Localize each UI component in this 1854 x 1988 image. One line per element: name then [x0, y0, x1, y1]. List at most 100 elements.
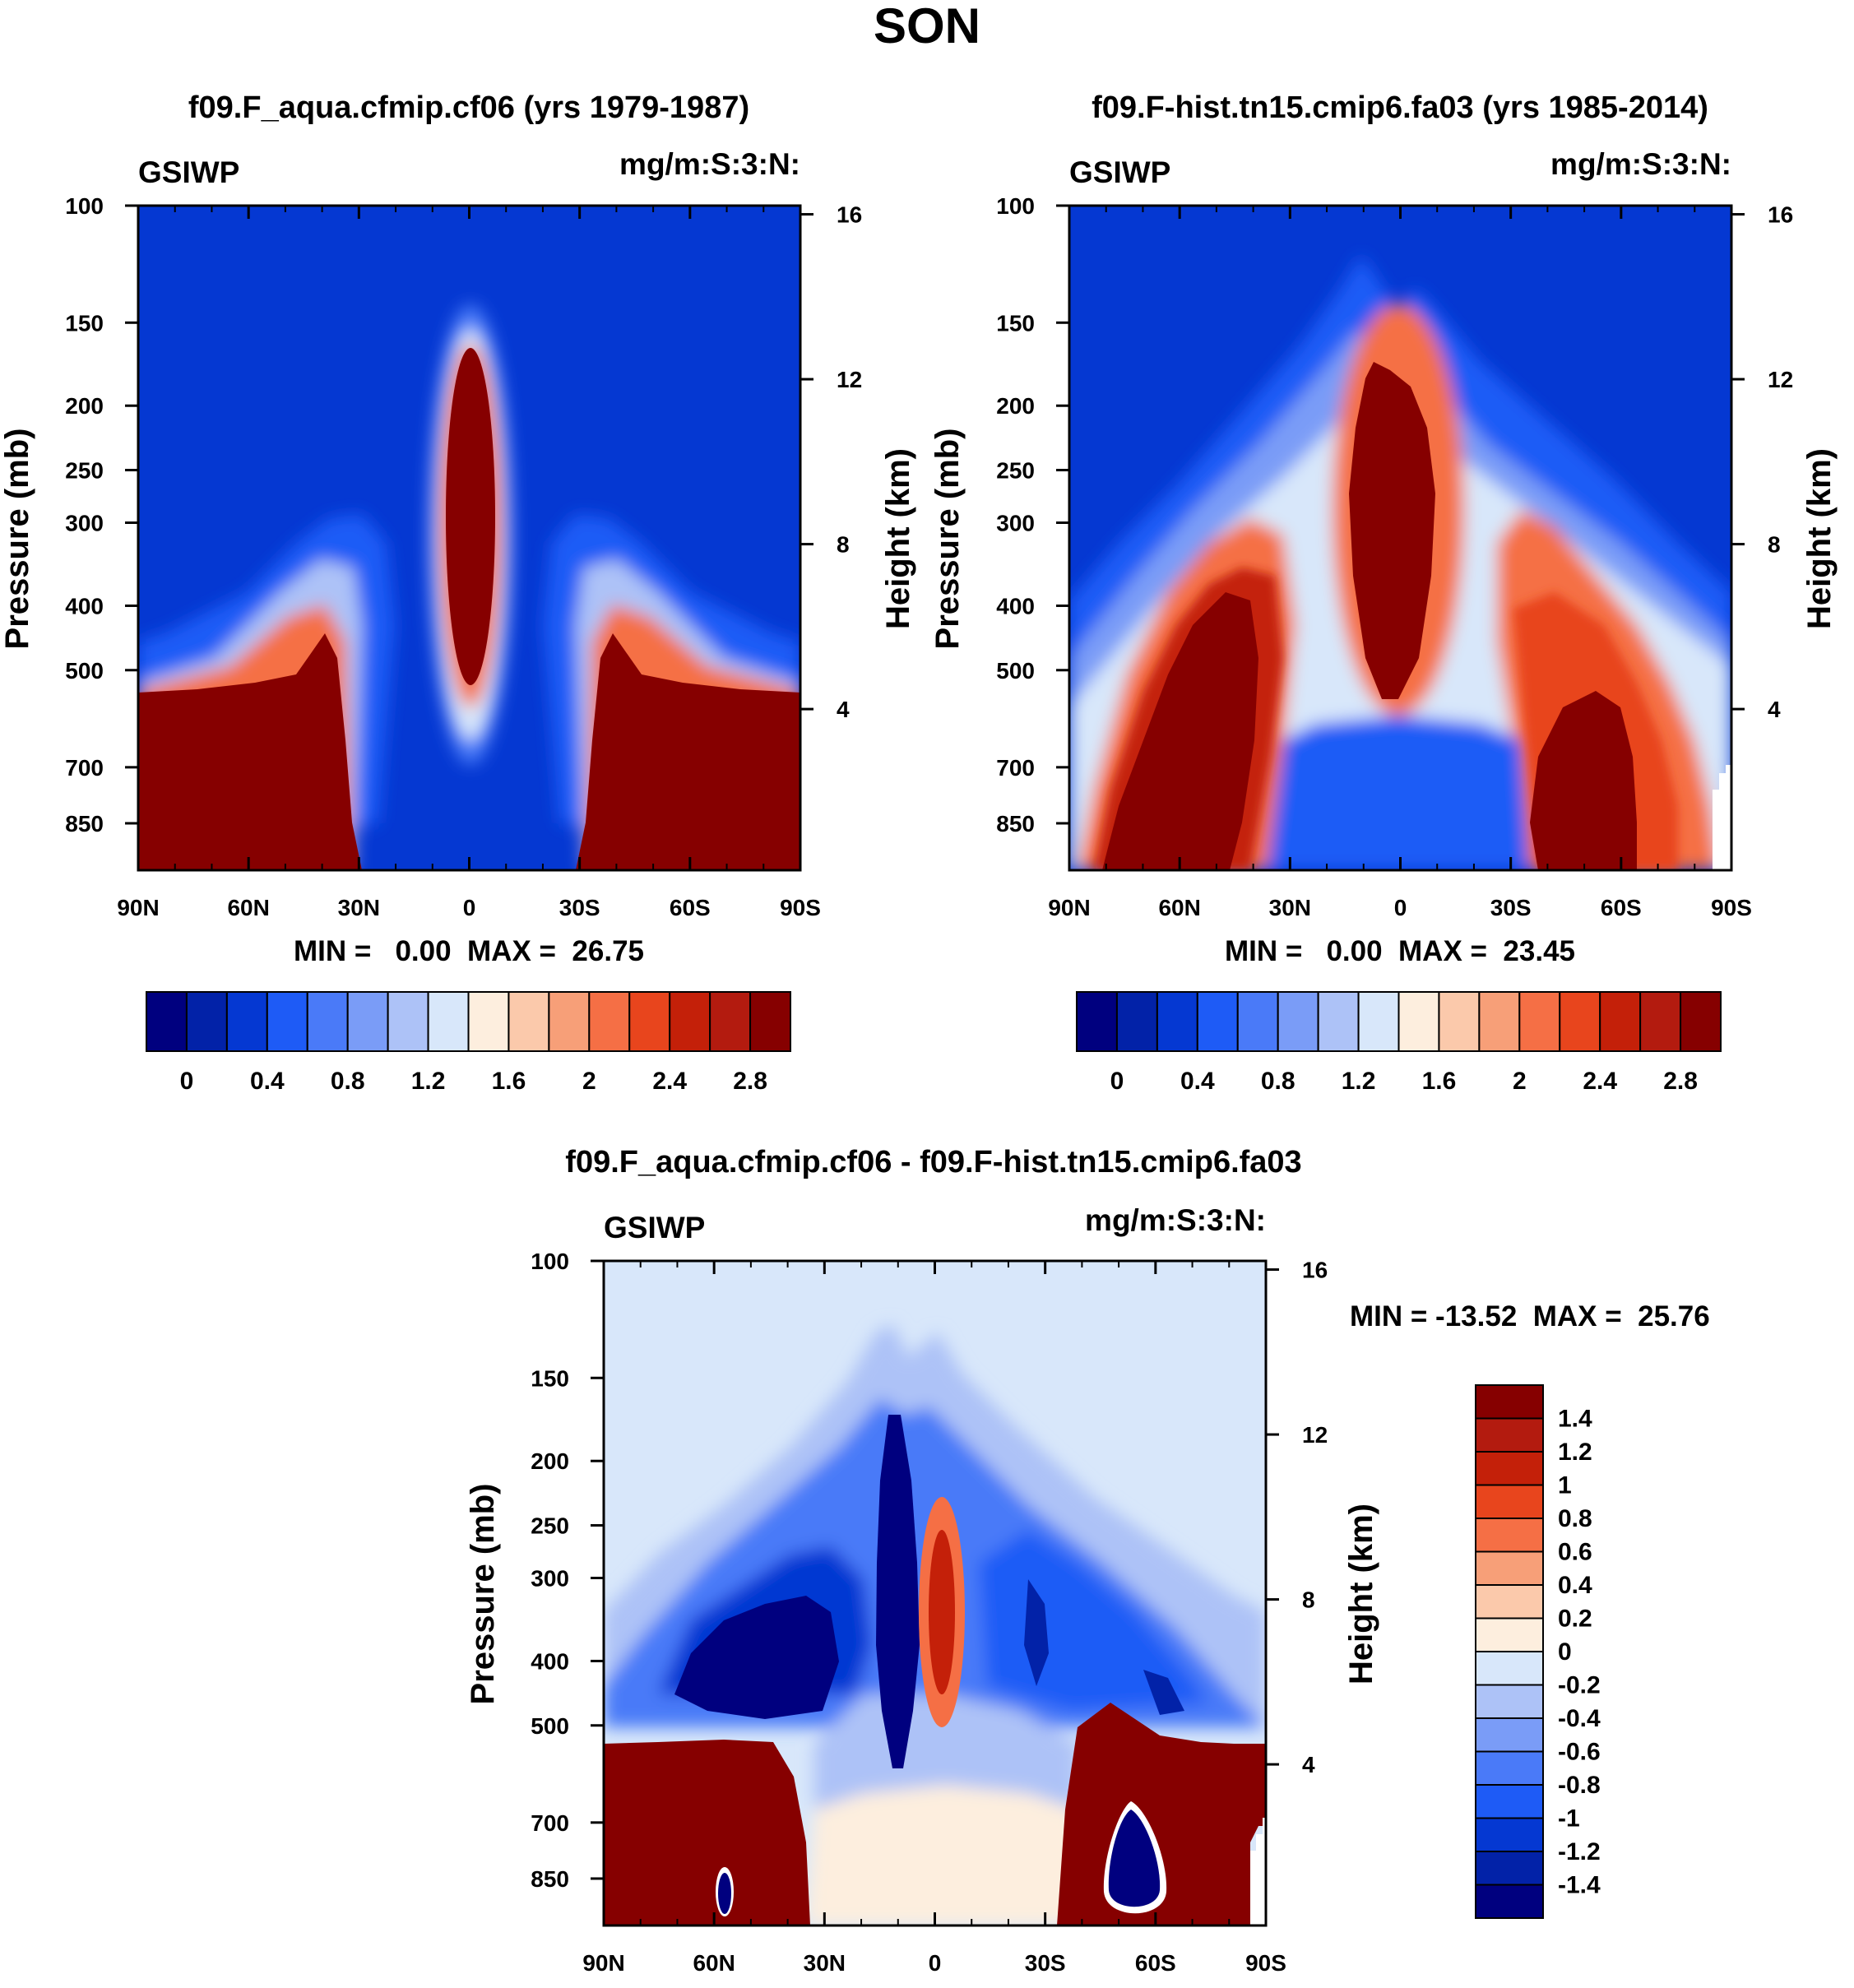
panel-a-colorbar-label: 1.6 — [492, 1068, 526, 1095]
panel-b-ytick-label: 400 — [996, 593, 1035, 619]
panel-c-colorbar-box — [1475, 1717, 1544, 1753]
panel-c-ytick-right-label: 8 — [1302, 1587, 1315, 1613]
panel-b-colorbar-label: 1.6 — [1422, 1068, 1457, 1095]
panel-a-colorbar-label: 1.2 — [411, 1068, 446, 1095]
panel-a-colorbar-box — [467, 991, 510, 1052]
panel-a-ytick-right-label: 16 — [837, 202, 862, 228]
panel-a-core-right — [576, 633, 800, 870]
panel-c-colorbar-label: 1.2 — [1558, 1439, 1592, 1466]
panel-a-colorbar-box — [669, 991, 711, 1052]
panel-b-colorbar-box — [1357, 991, 1400, 1052]
panel-a-column-core — [446, 348, 495, 685]
panel-c-lower-warm — [806, 1785, 1086, 1925]
panel-c-colorbar-box — [1475, 1851, 1544, 1886]
panel-a-left-label: GSIWP — [138, 155, 239, 189]
panel-b-ytick-label: 300 — [996, 511, 1035, 536]
panel-c-ytick-label: 850 — [531, 1866, 569, 1892]
panel-c-ytick-label: 500 — [531, 1713, 569, 1739]
panel-c-colorbar: 1.4 1.2 1 0.8 0.6 0.4 0.2 0 -0.2 -0.4 -0.6 -0.8 -1 -1… — [1475, 1384, 1601, 1919]
panel-b-ytick-right-label: 4 — [1768, 697, 1781, 722]
panel-c-deep-far-right — [1143, 1670, 1184, 1715]
panel-c-left-label: GSIWP — [604, 1211, 705, 1244]
panel-b-colorbar-label: 0 — [1110, 1068, 1124, 1095]
panel-b-xtick-label: 30N — [1269, 895, 1311, 920]
panel-b-left-label: GSIWP — [1069, 155, 1170, 189]
panel-b-ytick-right-label: 8 — [1768, 532, 1781, 558]
panel-c-lower-light — [814, 1694, 1078, 1810]
panel-c-colorbar-label: -0.6 — [1558, 1739, 1601, 1766]
panel-c-ylabel: Pressure (mb) — [465, 1484, 501, 1705]
panel-c-colorbar-box — [1475, 1617, 1544, 1652]
panel-c-colorbar-box — [1475, 1384, 1544, 1420]
panel-c-core-left — [604, 1740, 810, 1925]
panel-a-ylabel: Pressure (mb) — [0, 429, 35, 650]
panel-b-colorbar-box — [1438, 991, 1481, 1052]
panel-c-ytick-label: 300 — [531, 1566, 569, 1592]
panel-b-colorbar-box — [1115, 991, 1158, 1052]
panel-a-xtick-label: 60S — [670, 895, 711, 920]
panel-c-ytick-label: 100 — [531, 1249, 569, 1274]
panel-a-colorbar-box — [225, 991, 268, 1052]
panel-b-ytick-label: 850 — [996, 811, 1035, 836]
panel-b-ylabel-right: Height (km) — [1801, 448, 1838, 629]
panel-a-colorbar-box — [427, 991, 470, 1052]
panel-b-plot-area — [1069, 206, 1731, 870]
panel-b-colorbar-box — [1680, 991, 1722, 1052]
panel-a-axes: 90N 60N 30N 0 30S 60S 90S 100 150 200 250 300 400 500… — [65, 193, 862, 920]
panel-a-ytick-label: 850 — [65, 811, 104, 836]
panel-b-ytick-label: 500 — [996, 658, 1035, 684]
panel-a-colorbar-label: 2.8 — [733, 1068, 767, 1095]
panel-a-ylabel-right: Height (km) — [880, 448, 916, 629]
panel-c: f09.F_aqua.cfmip.cf06 - f09.F-hist.tn15.… — [465, 1145, 1710, 1976]
panel-b-colorbar-label: 0.4 — [1180, 1068, 1215, 1095]
panel-b-xtick-label: 60S — [1601, 895, 1642, 920]
panel-a-colorbar-box — [146, 991, 188, 1052]
panel-b-xtick-label: 90N — [1048, 895, 1090, 920]
panel-a-plot-area — [138, 206, 800, 870]
panel-b-ytick-right-label: 16 — [1768, 202, 1793, 228]
panel-c-deep-left — [674, 1596, 839, 1719]
panel-b-colorbar: 0 0.4 0.8 1.2 1.6 2 2.4 2.8 — [1076, 991, 1722, 1095]
panel-b-xtick-label: 30S — [1490, 895, 1532, 920]
panel-b-ytick-label: 250 — [996, 458, 1035, 484]
panel-c-xtick-label: 30N — [804, 1950, 846, 1976]
panel-c-colorbar-label: -0.2 — [1558, 1672, 1601, 1699]
panel-c-colorbar-label: -0.8 — [1558, 1772, 1601, 1799]
panel-b-colorbar-label: 0.8 — [1261, 1068, 1295, 1095]
panel-b-colorbar-label: 2 — [1513, 1068, 1527, 1095]
panel-b-colorbar-box — [1559, 991, 1601, 1052]
figure-title: SON — [874, 0, 980, 53]
panel-b-right-label: mg/m:S:3:N: — [1550, 147, 1731, 181]
panel-a-colorbar-box — [628, 991, 671, 1052]
panel-c-cold-blob-right-core — [1108, 1810, 1161, 1907]
panel-c-colorbar-box — [1475, 1651, 1544, 1686]
panel-c-colorbar-label: 0.4 — [1558, 1572, 1592, 1599]
panel-a-ytick-right-label: 8 — [837, 532, 850, 558]
panel-b-ylabel: Pressure (mb) — [929, 429, 966, 650]
panel-c-ytick-right-label: 4 — [1302, 1752, 1315, 1777]
panel-b-ytick-label: 150 — [996, 310, 1035, 336]
panel-b-colorbar-box — [1076, 991, 1118, 1052]
panel-b-ytick-label: 200 — [996, 393, 1035, 419]
panel-a-ytick-right-label: 12 — [837, 367, 862, 392]
panel-c-xtick-label: 60S — [1135, 1950, 1176, 1976]
panel-b-core-right — [1530, 691, 1637, 870]
panel-c-xtick-label: 90S — [1245, 1950, 1286, 1976]
panel-a-xtick-label: 90S — [780, 895, 821, 920]
panel-a-xtick-label: 30N — [338, 895, 380, 920]
panel-c-plot-area — [604, 1261, 1266, 1925]
panel-c-ytick-right-label: 12 — [1302, 1422, 1328, 1448]
panel-c-deep-right — [1024, 1579, 1049, 1686]
panel-b-xtick-label: 0 — [1394, 895, 1407, 920]
panel-c-right-label: mg/m:S:3:N: — [1085, 1203, 1266, 1237]
panel-a-xtick-label: 60N — [227, 895, 269, 920]
panel-c-stats: MIN = -13.52 MAX = 25.76 — [1350, 1300, 1710, 1332]
panel-b-axes: 90N 60N 30N 0 30S 60S 90S 100 150 200 250 300 400 500… — [996, 193, 1793, 920]
panel-a-ytick-label: 250 — [65, 458, 104, 484]
panel-c-colorbar-box — [1475, 1784, 1544, 1819]
panel-c-colorbar-label: 0 — [1558, 1638, 1572, 1666]
panel-c-colorbar-box — [1475, 1550, 1544, 1586]
panel-b-colorbar-box — [1639, 991, 1682, 1052]
panel-c-xtick-label: 0 — [929, 1950, 942, 1976]
